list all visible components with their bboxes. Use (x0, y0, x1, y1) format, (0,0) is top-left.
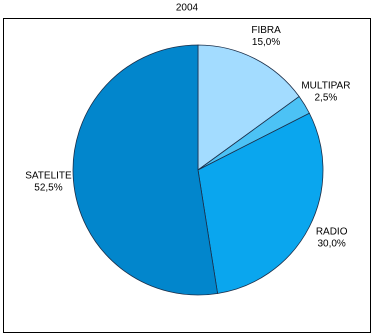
chart-title: 2004 (176, 3, 199, 14)
pie-slice (72, 44, 219, 296)
slice-value-label: 52,5% (34, 182, 62, 193)
slice-value-label: 2,5% (314, 92, 337, 103)
slice-label: FIBRA (251, 25, 281, 36)
pie-slice (197, 112, 324, 294)
pie-slice (197, 44, 300, 171)
slice-label: RADIO (316, 227, 348, 238)
slice-label: SATELITE (25, 170, 72, 181)
slice-value-label: 15,0% (252, 37, 280, 48)
slice-label: MULTIPAR (301, 80, 350, 91)
slice-value-label: 30,0% (317, 239, 345, 250)
